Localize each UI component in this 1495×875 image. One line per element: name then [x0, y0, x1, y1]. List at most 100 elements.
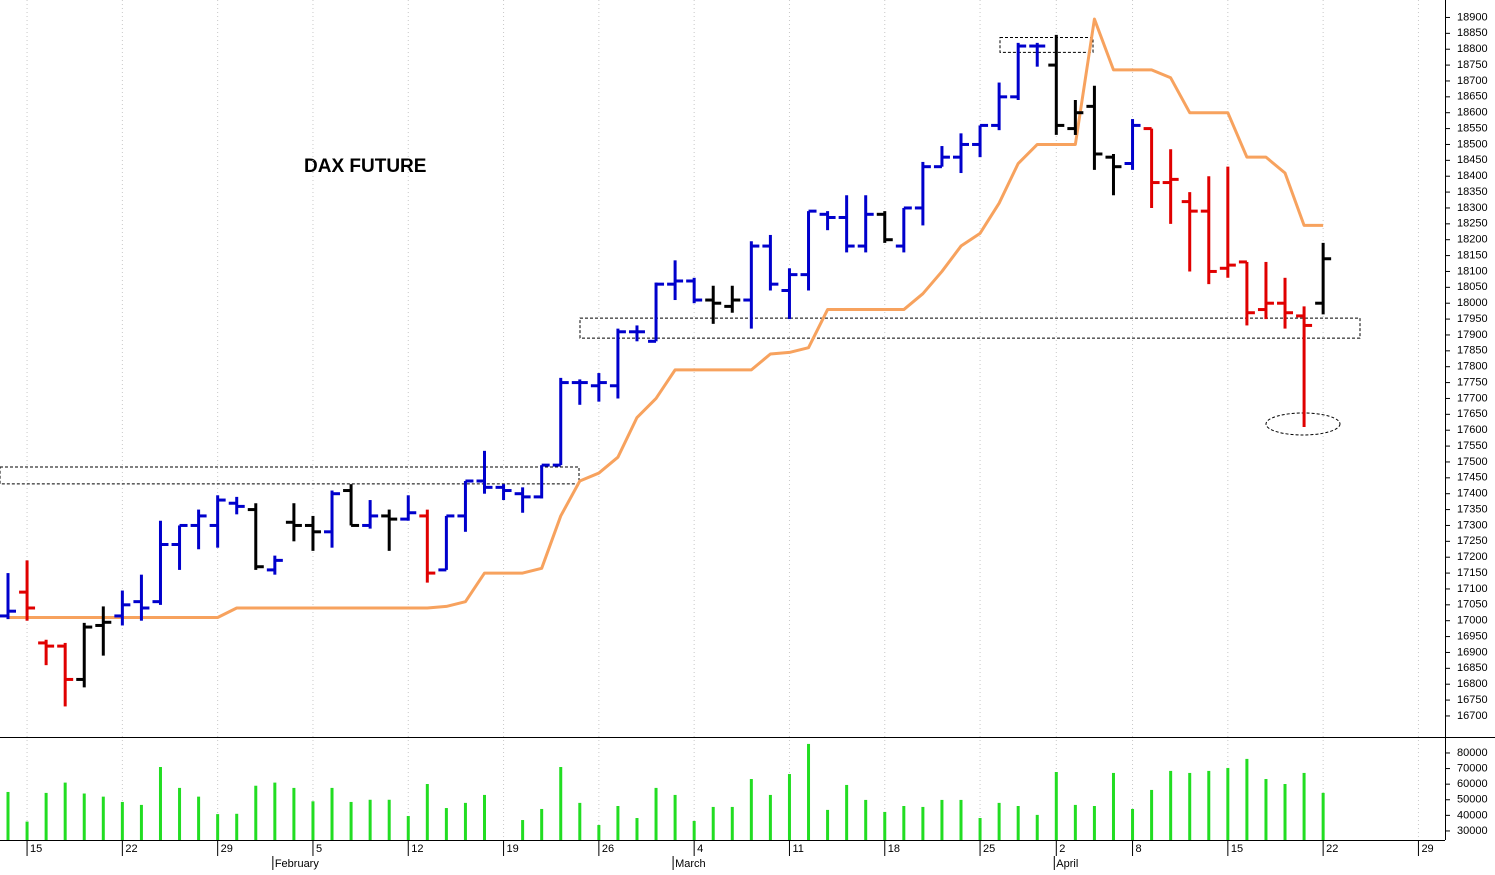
- y-tick-label: 16750: [1457, 694, 1488, 706]
- volume-bar: [768, 794, 772, 840]
- x-tick-label: 19: [507, 843, 519, 855]
- y-tick-label: 18800: [1457, 43, 1488, 55]
- x-tick-label: 18: [888, 843, 900, 855]
- volume-bar: [654, 787, 658, 840]
- x-tick-label: 2: [1059, 843, 1065, 855]
- y-tick-label: 18250: [1457, 218, 1488, 230]
- x-tick-label: 22: [125, 843, 137, 855]
- volume-bar: [330, 787, 334, 840]
- x-tick-label: 5: [316, 843, 322, 855]
- volume-bar: [1073, 804, 1077, 840]
- chart-title: DAX FUTURE: [304, 156, 426, 177]
- x-tick-label: 26: [602, 843, 614, 855]
- volume-bar: [578, 802, 582, 840]
- volume-bar: [1207, 770, 1211, 840]
- y-tick-label: 17150: [1457, 567, 1488, 579]
- y-tick-label: 18100: [1457, 265, 1488, 277]
- y-tick-label: 16800: [1457, 678, 1488, 690]
- y-tick-label: 16950: [1457, 630, 1488, 642]
- y-tick-label: 18450: [1457, 154, 1488, 166]
- volume-bar: [940, 799, 944, 840]
- volume-bar: [158, 767, 162, 840]
- y-tick-label: 17800: [1457, 361, 1488, 373]
- volume-bar: [807, 743, 811, 840]
- volume-bar: [120, 801, 124, 840]
- volume-bar: [978, 818, 982, 840]
- volume-bar: [826, 809, 830, 840]
- y-tick-label: 17300: [1457, 519, 1488, 531]
- volume-bar: [1264, 779, 1268, 840]
- y-tick-label: 50000: [1457, 794, 1488, 806]
- volume-bar: [521, 820, 525, 840]
- volume-bar: [1245, 758, 1249, 840]
- volume-bar: [597, 825, 601, 840]
- volume-bar: [559, 767, 563, 840]
- volume-bar: [483, 794, 486, 840]
- overlay-line: [8, 17, 1324, 620]
- volume-bar: [139, 804, 143, 840]
- y-tick-label: 40000: [1457, 809, 1488, 821]
- volume-bar: [883, 811, 887, 840]
- volume-bar: [1016, 806, 1020, 840]
- volume-bar: [1302, 772, 1306, 840]
- volume-bar: [387, 799, 391, 840]
- volume-bar: [235, 813, 239, 840]
- volume-bar: [273, 782, 277, 840]
- y-tick-label: 17650: [1457, 408, 1488, 420]
- x-tick-label: 25: [983, 843, 995, 855]
- y-tick-label: 17400: [1457, 488, 1488, 500]
- y-tick-label: 18550: [1457, 122, 1488, 134]
- volume-bar: [444, 808, 448, 840]
- price-zone: [0, 466, 580, 485]
- y-tick-label: 17100: [1457, 583, 1488, 595]
- volume-bar: [1226, 767, 1230, 840]
- volume-bar: [749, 779, 753, 840]
- x-tick-label: 22: [1326, 843, 1338, 855]
- volume-bar: [44, 792, 48, 840]
- y-tick-label: 16900: [1457, 646, 1488, 658]
- y-tick-label: 18900: [1457, 11, 1488, 23]
- volume-bar: [406, 815, 410, 840]
- y-tick-label: 17700: [1457, 392, 1488, 404]
- volume-bar: [540, 808, 544, 840]
- y-tick-label: 18700: [1457, 75, 1488, 87]
- x-tick-label: 11: [792, 843, 803, 855]
- volume-bar: [902, 806, 906, 840]
- y-tick-label: 17600: [1457, 424, 1488, 436]
- y-tick-label: 17250: [1457, 535, 1488, 547]
- x-tick-label: 29: [1421, 843, 1433, 855]
- y-tick-label: 17050: [1457, 599, 1488, 611]
- y-tick-label: 17350: [1457, 503, 1488, 515]
- volume-bar: [254, 785, 258, 840]
- x-tick-label: 8: [1136, 843, 1142, 855]
- volume-bar: [82, 793, 86, 840]
- y-tick-label: 17850: [1457, 345, 1488, 357]
- volume-bar: [845, 784, 849, 840]
- volume-bar: [921, 806, 925, 840]
- y-tick-label: 60000: [1457, 778, 1488, 790]
- volume-bar: [1111, 772, 1115, 840]
- volume-bar: [1283, 784, 1287, 840]
- y-tick-label: 17200: [1457, 551, 1488, 563]
- y-tick-label: 18850: [1457, 27, 1488, 39]
- x-tick-label: 29: [221, 843, 233, 855]
- y-tick-label: 18650: [1457, 91, 1488, 103]
- y-tick-label: 16700: [1457, 710, 1488, 722]
- y-tick-label: 18000: [1457, 297, 1488, 309]
- volume-bar: [292, 787, 296, 840]
- volume-bar: [25, 821, 29, 840]
- volume-bar: [959, 799, 963, 840]
- y-tick-label: 17900: [1457, 329, 1488, 341]
- y-tick-label: 18050: [1457, 281, 1488, 293]
- y-tick-label: 80000: [1457, 747, 1488, 759]
- volume-bar: [63, 782, 67, 840]
- y-tick-label: 18750: [1457, 59, 1488, 71]
- volume-bar: [711, 806, 715, 840]
- y-tick-label: 18400: [1457, 170, 1488, 182]
- volume-bar: [463, 802, 467, 840]
- volume-bar: [197, 796, 201, 840]
- y-tick-label: 18150: [1457, 249, 1488, 261]
- y-tick-label: 16850: [1457, 662, 1488, 674]
- y-tick-label: 17450: [1457, 472, 1488, 484]
